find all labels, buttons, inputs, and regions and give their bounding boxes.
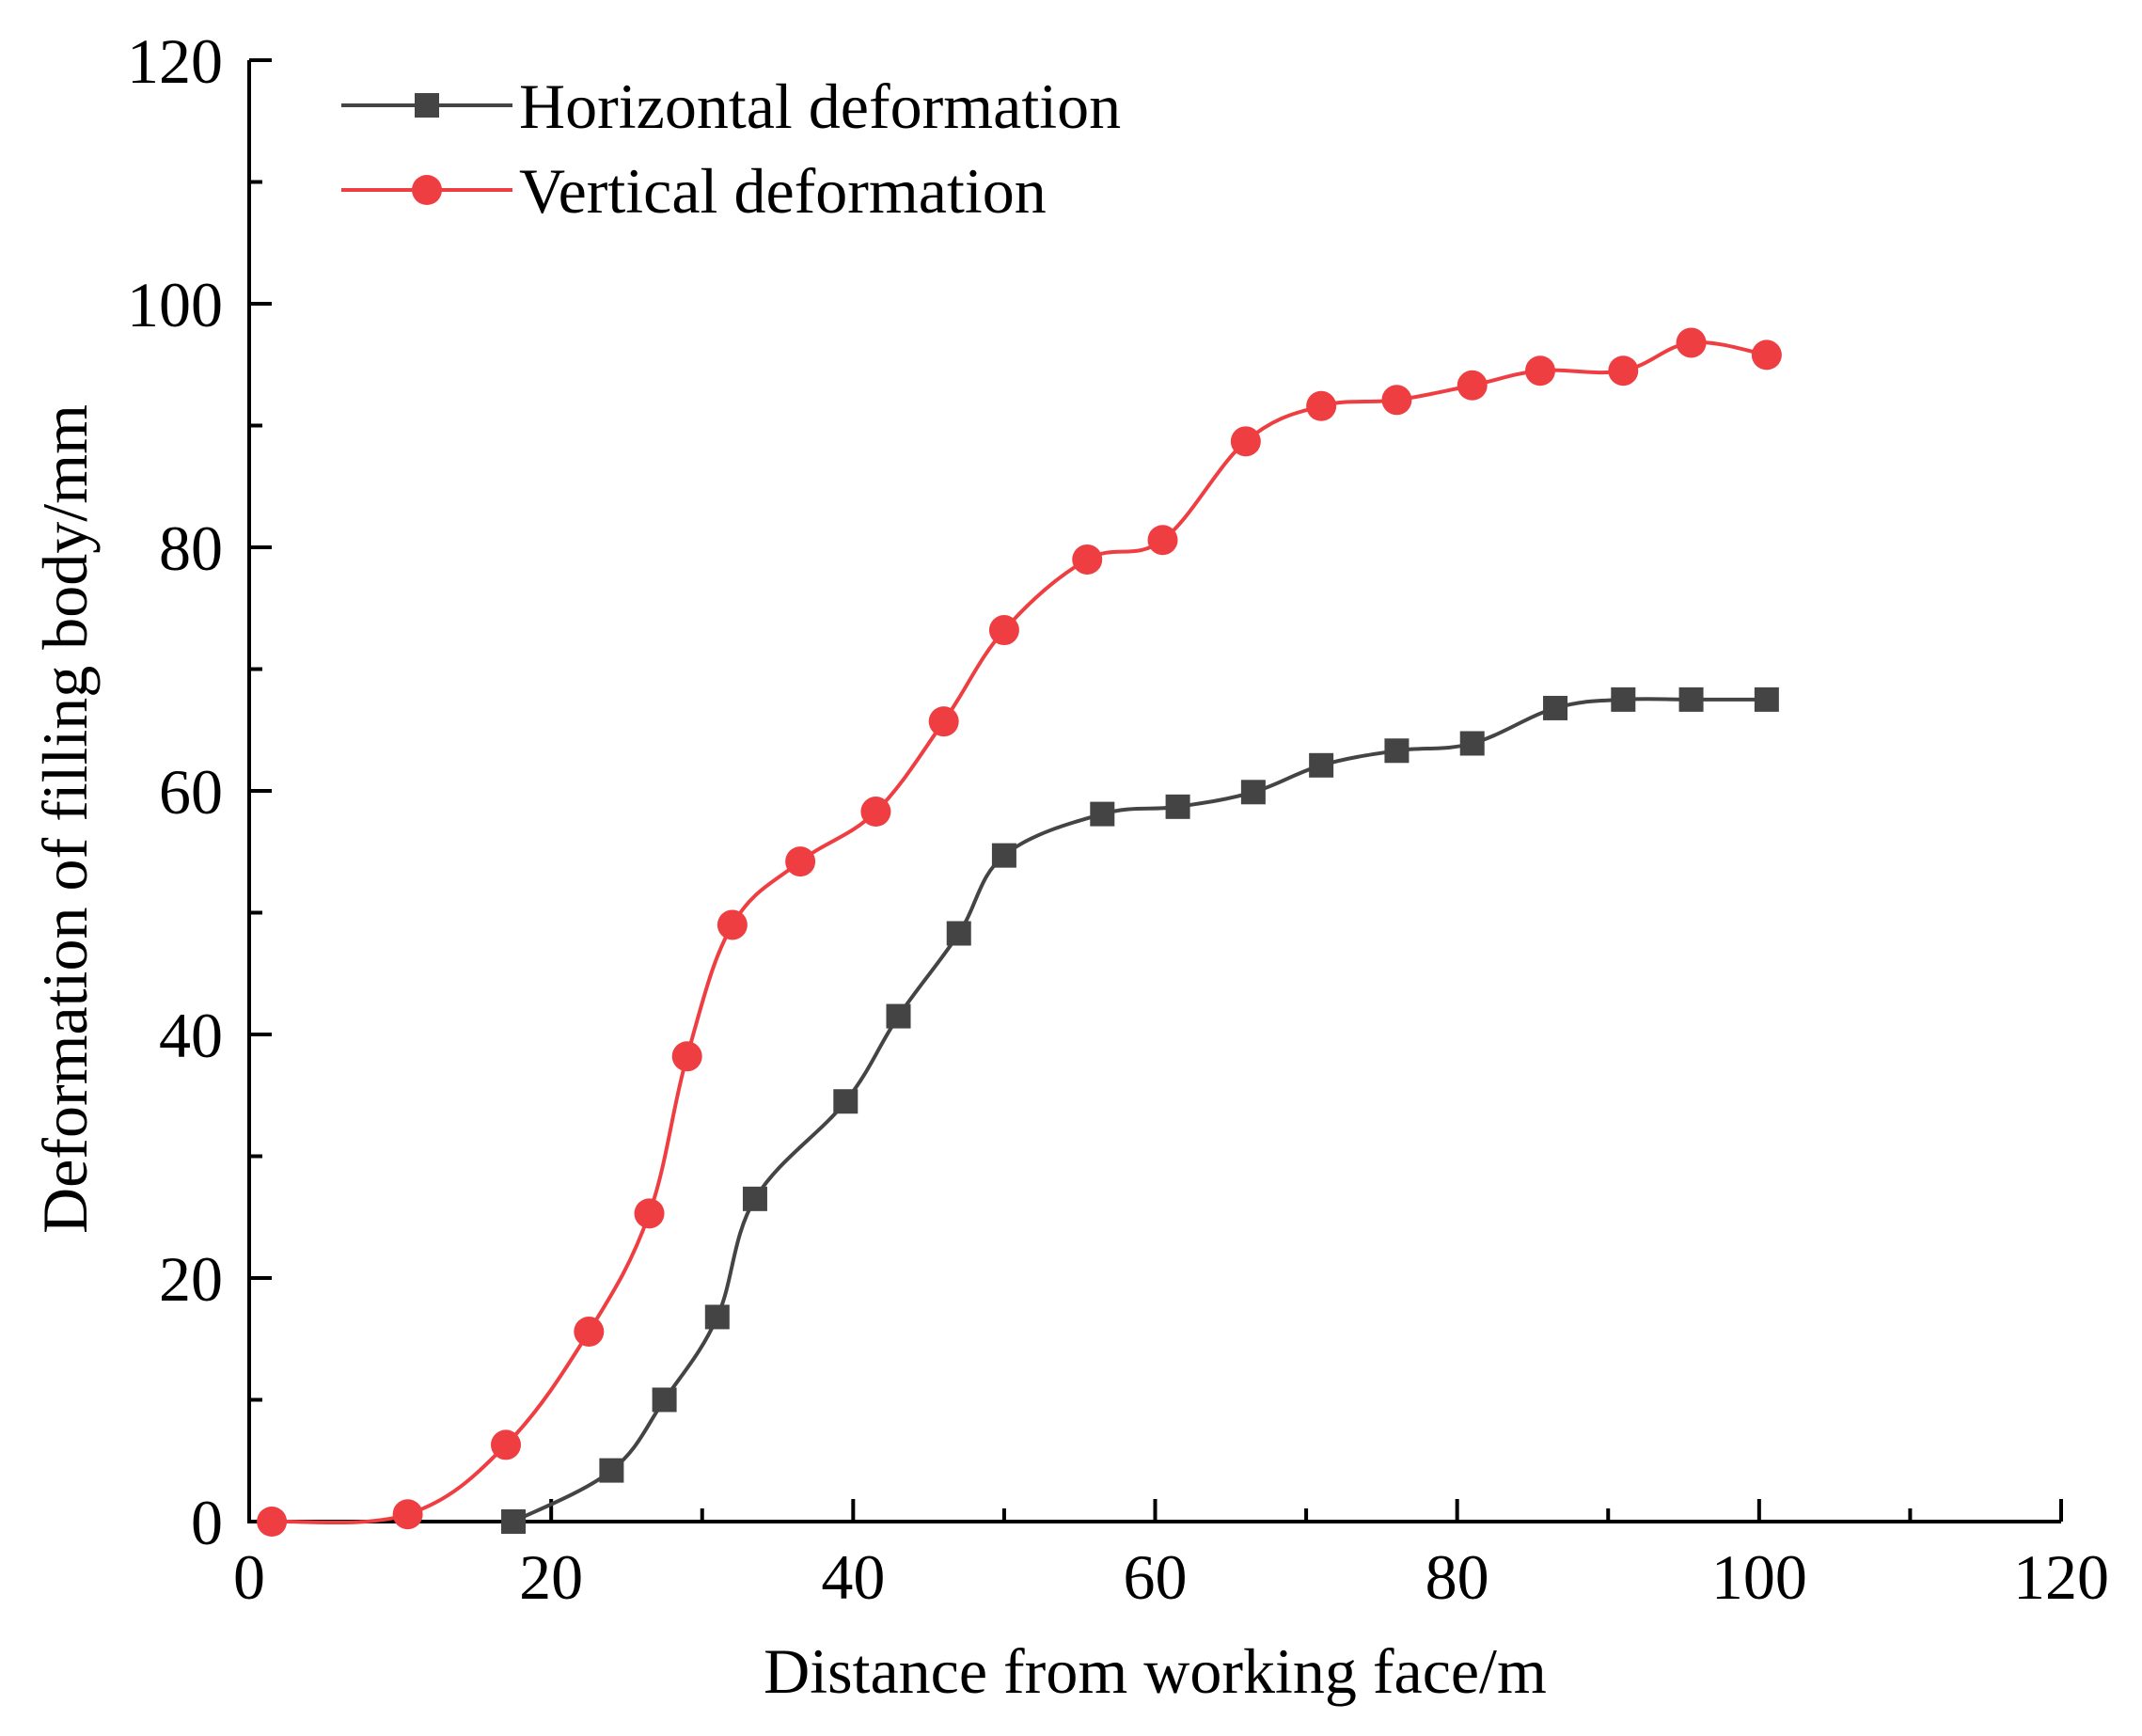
x-tick-label: 120 <box>2013 1541 2109 1613</box>
legend-marker <box>412 175 442 205</box>
y-tick-label: 80 <box>159 513 223 584</box>
data-point <box>717 909 748 940</box>
series-horizontal <box>501 687 1779 1534</box>
data-point <box>392 1499 423 1530</box>
x-tick-label: 20 <box>519 1541 583 1613</box>
y-tick-label: 0 <box>191 1487 223 1558</box>
data-point <box>1381 385 1412 416</box>
series-layer <box>257 327 1782 1537</box>
data-point <box>1524 355 1555 387</box>
data-point <box>742 1186 767 1211</box>
data-point <box>1608 355 1639 387</box>
data-point <box>1309 752 1334 778</box>
data-point <box>1754 687 1779 712</box>
series-line <box>271 340 1768 1525</box>
data-point <box>1751 339 1782 371</box>
x-tick-label: 0 <box>233 1541 265 1613</box>
legend-label: Horizontal deformation <box>519 71 1121 142</box>
data-point <box>1676 327 1707 358</box>
data-point <box>860 797 891 828</box>
legend-entry: Horizontal deformation <box>341 71 1121 142</box>
data-point <box>501 1509 527 1534</box>
data-point <box>1543 695 1568 720</box>
legend-label: Vertical deformation <box>519 155 1047 227</box>
legend: Horizontal deformation Vertical deformati… <box>341 71 1121 227</box>
series-line <box>512 697 1767 1523</box>
data-point <box>634 1198 665 1229</box>
data-point <box>1459 731 1485 756</box>
data-point <box>988 615 1019 646</box>
legend-entry: Vertical deformation <box>341 155 1047 227</box>
axes: 0 20 40 60 80 100 120 0 20 40 60 80 100 120 Distance f… <box>29 25 2109 1707</box>
x-axis-title: Distance from working face/m <box>764 1635 1547 1707</box>
data-point <box>946 921 971 946</box>
y-tick-label: 120 <box>127 25 223 97</box>
data-point <box>652 1387 677 1412</box>
x-tick-label: 60 <box>1124 1541 1188 1613</box>
data-point <box>671 1041 702 1072</box>
data-point <box>1165 794 1190 819</box>
data-point <box>1240 780 1266 805</box>
data-point <box>991 843 1016 868</box>
x-tick-label: 80 <box>1425 1541 1489 1613</box>
y-axis-title: Deformation of filling body/mm <box>29 404 101 1234</box>
data-point <box>1611 687 1636 712</box>
data-point <box>833 1089 858 1114</box>
y-tick-label: 20 <box>159 1243 223 1315</box>
series-vertical <box>257 327 1782 1537</box>
data-point <box>1147 525 1178 556</box>
data-point <box>1384 738 1410 764</box>
y-tick-label: 100 <box>127 269 223 340</box>
data-point <box>1230 426 1261 457</box>
y-tick-label: 40 <box>159 1000 223 1071</box>
data-point <box>785 846 816 877</box>
data-point <box>1457 370 1488 401</box>
data-point <box>1678 687 1704 712</box>
data-point <box>490 1429 521 1460</box>
data-point <box>257 1507 288 1537</box>
data-point <box>1306 390 1337 421</box>
legend-marker <box>415 93 439 118</box>
data-point <box>928 706 959 737</box>
data-point <box>1090 801 1115 827</box>
data-point <box>574 1316 605 1347</box>
y-tick-label: 60 <box>159 756 223 828</box>
data-point <box>599 1458 624 1483</box>
data-point <box>886 1003 911 1029</box>
data-point <box>1072 544 1103 575</box>
x-tick-label: 40 <box>821 1541 885 1613</box>
x-tick-label: 100 <box>1711 1541 1807 1613</box>
data-point <box>704 1304 730 1330</box>
